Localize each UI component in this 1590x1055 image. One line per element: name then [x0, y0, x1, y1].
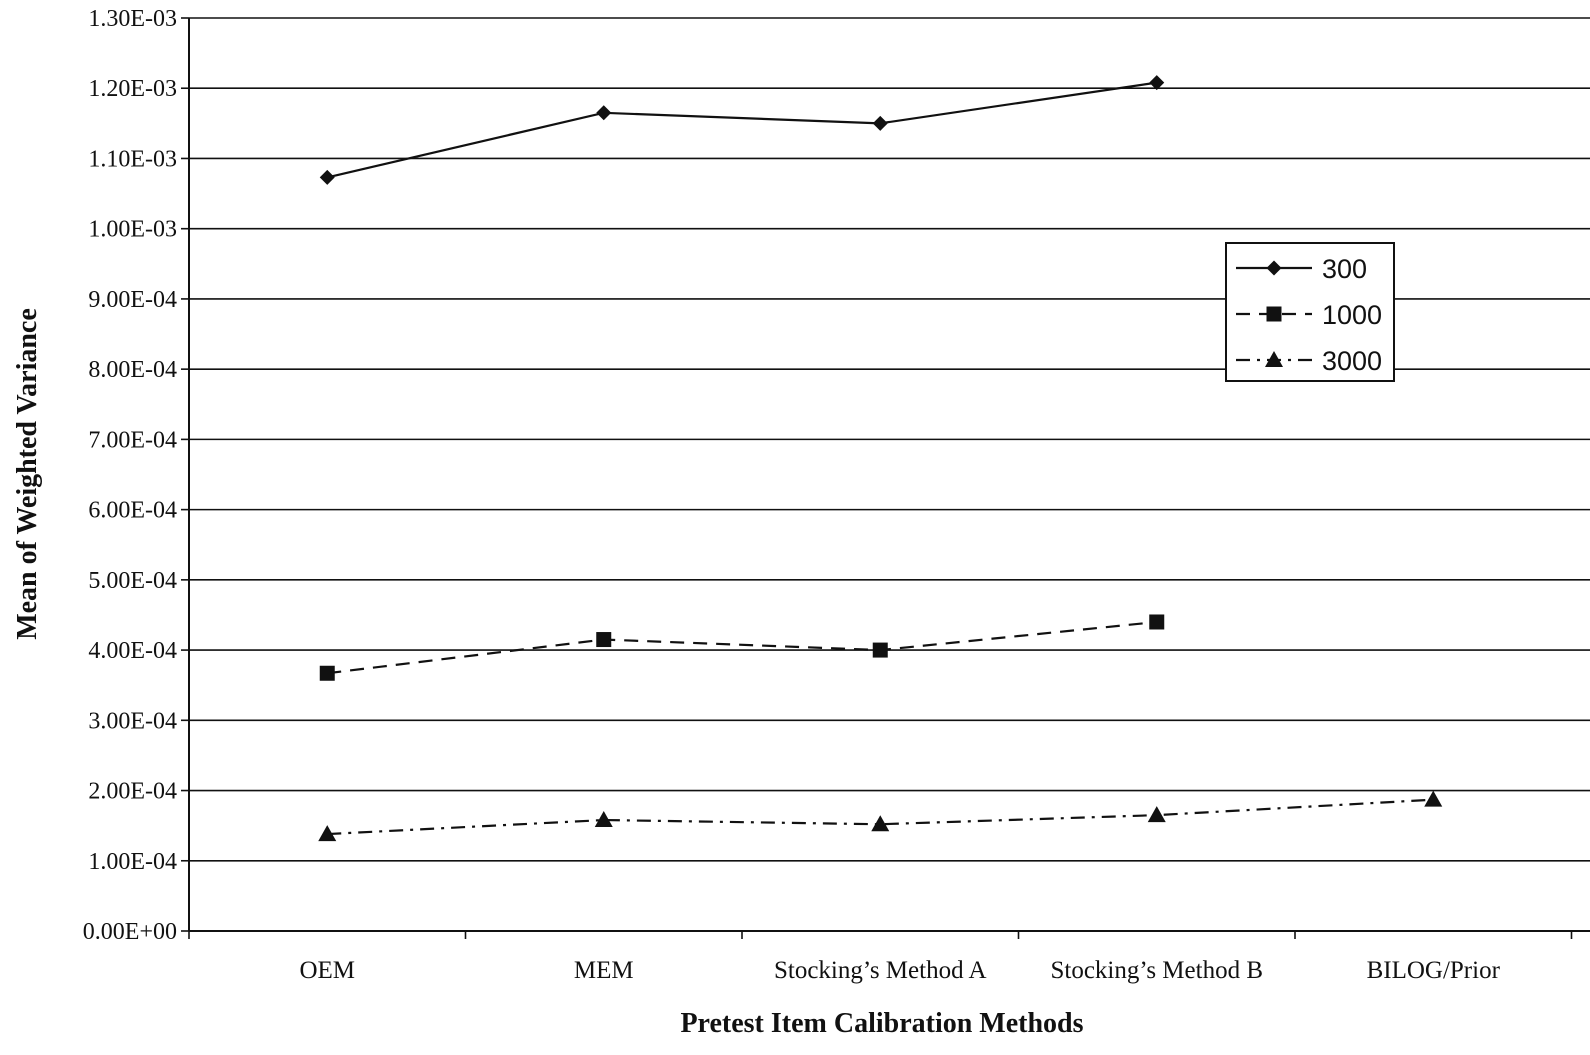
- y-tick-label: 1.00E-04: [88, 849, 177, 875]
- x-category-label: OEM: [299, 957, 355, 984]
- x-category-label: Stocking’s Method B: [1050, 957, 1263, 984]
- y-tick-label: 5.00E-04: [88, 568, 177, 594]
- series-point: [872, 642, 888, 658]
- series-point: [1266, 306, 1282, 322]
- x-category-label: BILOG/Prior: [1367, 957, 1501, 984]
- series-point: [1149, 614, 1165, 630]
- y-tick-label: 9.00E-04: [88, 287, 177, 313]
- y-tick-label: 0.00E+00: [83, 919, 177, 945]
- series-300: [319, 75, 1165, 185]
- series-point: [871, 815, 890, 832]
- legend-box: [1225, 242, 1395, 382]
- series-line: [327, 798, 1434, 836]
- y-tick-label: 4.00E-04: [88, 638, 177, 664]
- series-point: [596, 632, 612, 648]
- series-point: [596, 105, 612, 121]
- y-tick-label: 1.00E-03: [88, 217, 177, 243]
- y-tick-label: 3.00E-04: [88, 708, 177, 734]
- legend-label: 3000: [1322, 346, 1382, 376]
- series-point: [1265, 351, 1283, 367]
- series-3000: [318, 790, 1443, 842]
- y-tick-label: 6.00E-04: [88, 498, 177, 524]
- x-category-label: Stocking’s Method A: [774, 957, 987, 984]
- series-point: [872, 115, 888, 131]
- series-point: [1266, 260, 1282, 276]
- y-tick-label: 1.10E-03: [88, 146, 177, 172]
- series-point: [319, 169, 335, 185]
- legend-label: 300: [1322, 254, 1367, 284]
- legend-entry: 1000: [1236, 300, 1382, 330]
- x-axis-title: Pretest Item Calibration Methods: [680, 1008, 1083, 1039]
- series-point: [1147, 806, 1166, 823]
- y-tick-label: 1.20E-03: [88, 76, 177, 102]
- y-axis-title: Mean of Weighted Variance: [12, 308, 43, 640]
- legend: 300 1000 3000: [1225, 242, 1395, 382]
- series-line: [327, 620, 1157, 675]
- y-tick-label: 2.00E-04: [88, 779, 177, 805]
- gridlines: [189, 17, 1590, 862]
- series-line: [326, 81, 1157, 179]
- series-point: [318, 825, 337, 842]
- x-category-label: MEM: [574, 957, 634, 984]
- y-tick-label: 7.00E-04: [88, 427, 177, 453]
- legend-entry: 300: [1236, 254, 1367, 284]
- axes: [181, 17, 1590, 939]
- x-category-labels: OEM MEM Stocking’s Method A Stocking’s Meth…: [299, 957, 1500, 984]
- series-point: [594, 811, 613, 828]
- series-point: [1424, 790, 1443, 807]
- series-point: [319, 665, 335, 681]
- y-tick-labels: 0.00E+00 1.00E-04 2.00E-04 3.00E-04 4.00E-04…: [83, 6, 177, 945]
- legend-label: 1000: [1322, 300, 1382, 330]
- legend-entry: 3000: [1236, 346, 1382, 376]
- y-tick-label: 8.00E-04: [88, 357, 177, 383]
- series-point: [1149, 75, 1165, 91]
- series-1000: [319, 614, 1165, 681]
- y-tick-label: 1.30E-03: [88, 6, 177, 32]
- series-lines: [318, 75, 1443, 842]
